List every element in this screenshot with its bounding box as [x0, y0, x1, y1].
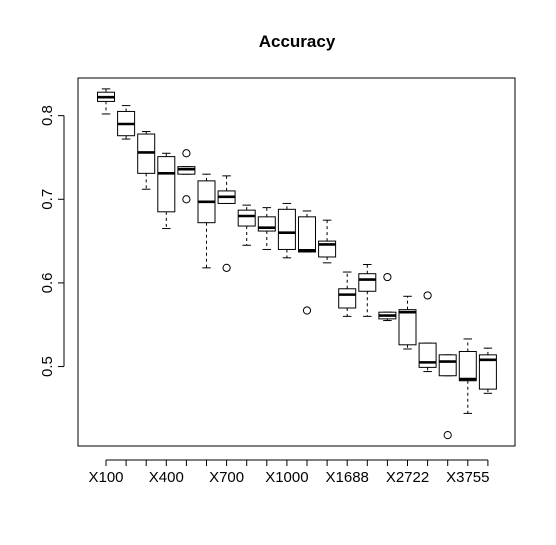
- x-tick-label: X400: [149, 469, 184, 486]
- box-group: [97, 88, 115, 115]
- box-iqr: [277, 208, 296, 250]
- x-tick-label: X1000: [265, 469, 308, 486]
- box-group: [137, 131, 156, 190]
- box-group: [217, 175, 236, 272]
- box-group: [257, 207, 276, 250]
- box-group: [117, 105, 136, 140]
- box-group: [298, 210, 316, 315]
- box-group: [398, 295, 417, 350]
- x-tick-label: X1688: [326, 469, 369, 486]
- box-iqr: [298, 216, 316, 253]
- box-iqr: [398, 309, 417, 346]
- box-iqr: [458, 350, 477, 382]
- x-tick-label: X100: [88, 469, 123, 486]
- box-group: [478, 347, 497, 394]
- outlier-point: [423, 291, 432, 300]
- boxes-layer: [97, 88, 497, 440]
- chart-title: Accuracy: [259, 32, 336, 51]
- y-tick-label: 0.8: [39, 105, 56, 126]
- box-group: [378, 272, 397, 322]
- box-iqr: [478, 354, 497, 390]
- box-iqr: [338, 288, 357, 309]
- outlier-point: [383, 272, 392, 282]
- y-tick-label: 0.6: [39, 272, 56, 293]
- box-iqr: [358, 273, 377, 292]
- y-axis: 0.5 0.6 0.7 0.8: [39, 105, 65, 377]
- x-tick-label: X3755: [446, 469, 489, 486]
- outlier-point: [182, 149, 191, 158]
- box-group: [197, 173, 216, 269]
- box-group: [438, 354, 457, 440]
- box-group: [318, 219, 337, 264]
- outlier-point: [222, 263, 231, 272]
- box-group: [418, 291, 437, 373]
- plot-frame: [77, 77, 516, 447]
- box-group: [338, 271, 357, 317]
- box-group: [157, 152, 176, 230]
- y-tick-label: 0.7: [39, 189, 56, 210]
- outlier-point: [443, 431, 452, 440]
- box-group: [458, 338, 477, 414]
- box-iqr: [418, 342, 437, 368]
- box-group: [358, 264, 377, 317]
- box-group: [177, 149, 196, 204]
- box-group: [277, 202, 296, 259]
- x-tick-label: X2722: [386, 469, 429, 486]
- y-tick-label: 0.5: [39, 356, 56, 377]
- outlier-point: [182, 195, 191, 204]
- x-tick-label: X700: [209, 469, 244, 486]
- box-iqr: [438, 354, 457, 377]
- box-group: [237, 204, 256, 246]
- box-iqr: [157, 156, 176, 213]
- outlier-point: [302, 306, 312, 315]
- box-iqr: [237, 209, 256, 227]
- x-axis: X100 X400 X700 X1000 X1688 X2722 X3755: [88, 459, 489, 486]
